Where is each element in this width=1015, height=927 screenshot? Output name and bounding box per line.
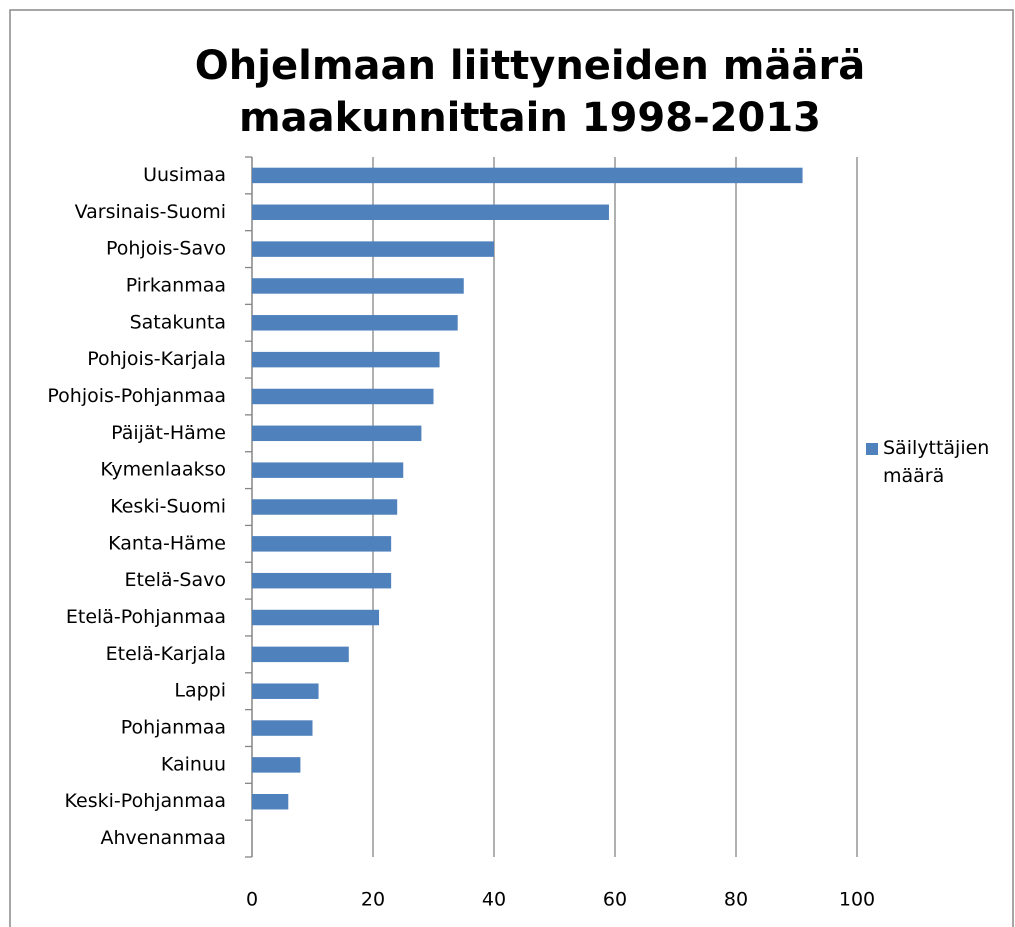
x-tick-label: 0 — [246, 889, 258, 911]
bar — [252, 204, 609, 220]
x-tick-label: 40 — [482, 889, 506, 911]
y-tick-label: Pohjois-Pohjanmaa — [47, 385, 226, 407]
y-tick-label: Kainuu — [161, 753, 226, 775]
chart-title: Ohjelmaan liittyneiden määrä maakunnitta… — [194, 43, 866, 141]
bar — [252, 536, 392, 552]
chart-border — [9, 9, 1014, 927]
y-tick-label: Satakunta — [130, 311, 226, 333]
y-tick-label: Kymenlaakso — [100, 459, 226, 481]
bar — [252, 167, 803, 184]
legend-swatch — [866, 443, 878, 455]
y-tick-label: Uusimaa — [143, 164, 226, 186]
bar — [252, 572, 392, 589]
y-tick-label: Pohjanmaa — [121, 717, 226, 739]
y-tick-label: Kanta-Häme — [108, 532, 226, 554]
y-tick-label: Etelä-Karjala — [106, 643, 226, 665]
y-tick-label: Pohjois-Savo — [106, 238, 226, 260]
bar — [252, 757, 301, 773]
bar — [252, 794, 289, 810]
bar — [252, 499, 398, 515]
y-tick-label: Etelä-Savo — [125, 569, 227, 591]
bar — [252, 720, 313, 736]
bar — [252, 609, 380, 626]
bar — [252, 315, 458, 331]
bar — [252, 646, 349, 663]
legend: Säilyttäjien määrä — [866, 434, 1015, 490]
legend-label: Säilyttäjien määrä — [883, 437, 990, 487]
x-tick-label: 60 — [603, 889, 627, 911]
y-tick-label: Varsinais-Suomi — [75, 201, 226, 223]
bar — [252, 241, 494, 257]
bar — [252, 425, 422, 442]
y-tick-label: Keski-Suomi — [110, 496, 226, 518]
bar — [252, 351, 440, 368]
y-tick-label: Päijät-Häme — [111, 422, 226, 444]
bar — [252, 388, 434, 405]
y-tick-label: Pohjois-Karjala — [87, 348, 226, 370]
x-tick-label: 80 — [724, 889, 748, 911]
bar — [252, 683, 319, 699]
bar — [252, 278, 464, 294]
x-tick-label: 100 — [839, 889, 875, 911]
y-tick-label: Keski-Pohjanmaa — [65, 790, 226, 812]
y-tick-label: Ahvenanmaa — [101, 827, 227, 849]
bar — [252, 462, 404, 478]
y-tick-label: Lappi — [174, 680, 226, 702]
y-tick-label: Pirkanmaa — [126, 274, 226, 296]
x-tick-label: 20 — [361, 889, 385, 911]
y-tick-label: Etelä-Pohjanmaa — [66, 606, 226, 628]
